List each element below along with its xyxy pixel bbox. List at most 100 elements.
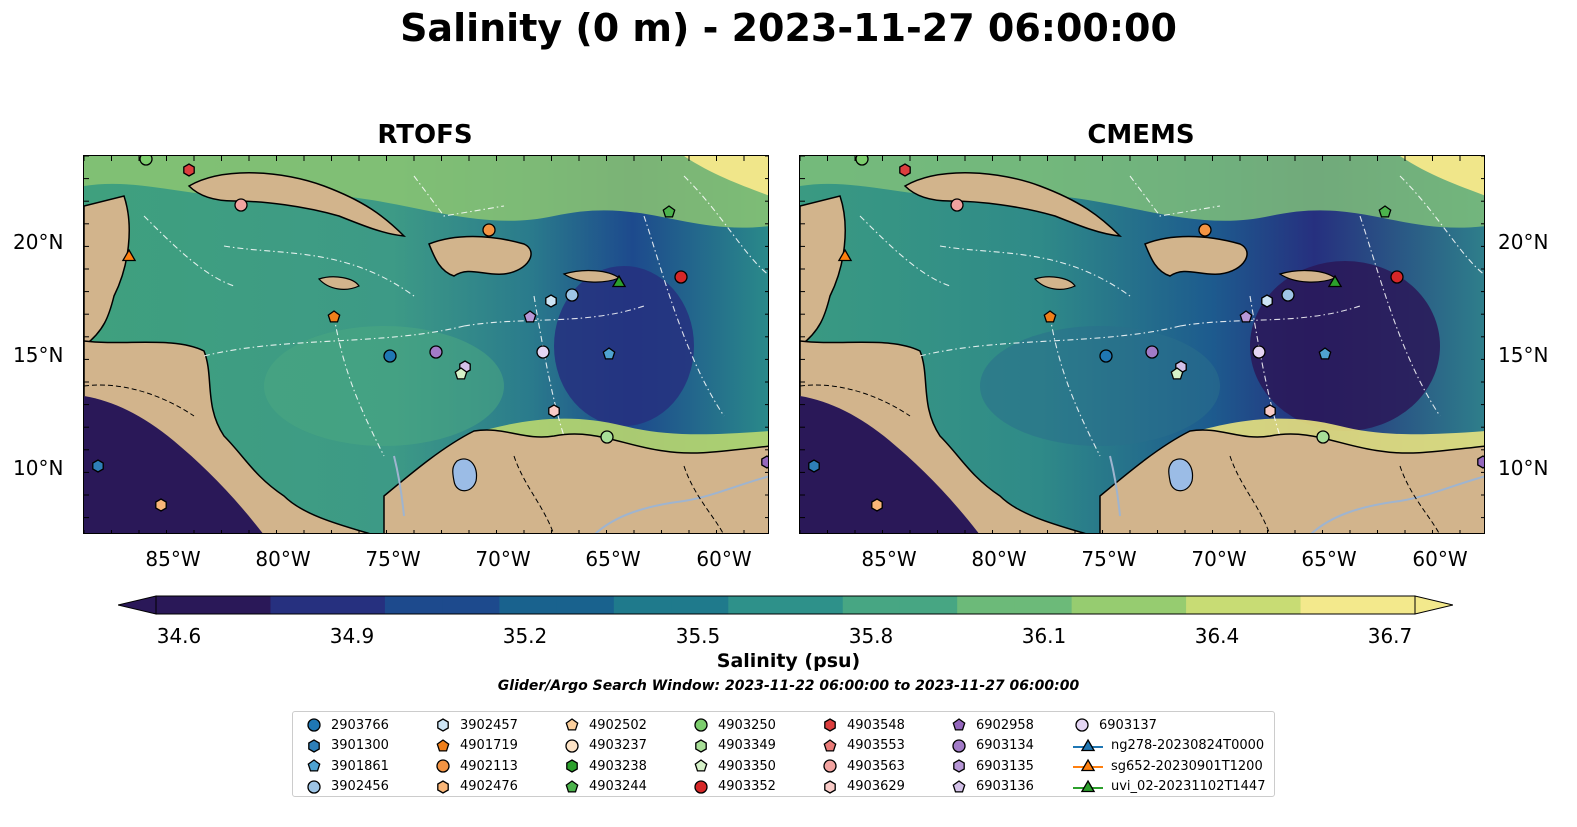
legend-marker-icon [307, 779, 321, 794]
float-marker-circle [482, 223, 496, 237]
float-marker-circle [565, 288, 579, 302]
float-marker-pentagon [307, 759, 321, 772]
float-marker-hexagon [824, 779, 836, 794]
float-marker-pentagon [436, 738, 450, 752]
float-marker-circle [565, 738, 579, 753]
legend-marker-icon [694, 779, 708, 794]
glider-marker-triangle [1327, 274, 1343, 288]
float-marker-pentagon [1378, 205, 1392, 218]
legend-marker-icon [823, 759, 837, 773]
legend-item-label: 4903238 [589, 758, 647, 774]
legend-item: 4903548 [821, 715, 905, 735]
float-marker-circle [1281, 288, 1295, 302]
float-marker-circle [1316, 430, 1330, 444]
legend-item: 2903766 [305, 715, 389, 735]
legend-item-label: 3901861 [331, 758, 389, 774]
legend-marker-icon [1073, 758, 1103, 772]
legend-item: uvi_02-20231102T1447 [1073, 777, 1265, 797]
legend-marker-icon [1073, 779, 1103, 792]
legend-marker-icon [824, 779, 836, 794]
float-marker-circle [694, 718, 708, 732]
float-marker-pentagon [1170, 367, 1184, 380]
float-marker-hexagon [1261, 294, 1273, 308]
legend-item-label: 4903629 [847, 779, 905, 794]
legend-item: 4902113 [434, 756, 518, 776]
colorbar-tick: 35.2 [502, 624, 548, 648]
legend-item-label: 4901719 [460, 738, 518, 753]
float-marker-pentagon [565, 779, 579, 793]
float-marker-pentagon [1239, 310, 1253, 323]
float-marker-pentagon [602, 347, 616, 360]
legend-box: 2903766 3901300 3901861 3902456 3902457 49017… [292, 711, 1275, 797]
legend-marker-icon [823, 738, 837, 752]
float-marker-circle [307, 718, 321, 732]
cmems-map [799, 155, 1485, 534]
colorbar-segment [842, 596, 901, 614]
colorbar-segment [384, 596, 443, 614]
float-marker-hexagon [1264, 404, 1276, 418]
legend-item: 4903350 [692, 756, 776, 776]
legend-item: 4902476 [434, 777, 518, 797]
colorbar-tick: 35.8 [848, 624, 894, 648]
float-marker-hexagon [437, 718, 449, 732]
float-marker-pentagon [1318, 347, 1332, 360]
float-marker-hexagon [953, 759, 965, 773]
float-marker-hexagon [155, 498, 167, 512]
float-marker-hexagon [92, 459, 104, 473]
float-marker-circle [234, 198, 248, 212]
float-marker-hexagon [548, 404, 560, 418]
colorbar-segment [1186, 596, 1244, 614]
panel-title-rtofs: RTOFS [377, 120, 473, 150]
south-america-landmass [383, 429, 768, 533]
legend-item: sg652-20230901T1200 [1073, 756, 1263, 776]
float-marker-circle [1145, 345, 1159, 359]
float-marker-pentagon [1043, 310, 1057, 323]
legend-item-label: 6903134 [976, 738, 1034, 753]
colorbar-segment [1357, 596, 1416, 614]
float-marker-circle [1075, 718, 1089, 732]
float-marker-pentagon [327, 310, 341, 323]
legend-item-label: 4903349 [718, 738, 776, 753]
lon-label-80w-left: 80°W [255, 547, 311, 571]
legend-item-label: 4903350 [718, 758, 776, 774]
float-marker-circle [429, 345, 443, 359]
legend-item: 4903563 [821, 756, 905, 776]
legend-marker-icon [566, 759, 578, 773]
legend-item-label: 4903548 [847, 717, 905, 733]
colorbar-segment [556, 596, 615, 614]
legend-item: 6902958 [950, 715, 1034, 735]
legend-marker-icon [437, 779, 449, 794]
glider-marker-triangle [837, 248, 853, 262]
float-marker-circle [1099, 349, 1113, 363]
glider-marker-triangle [611, 274, 627, 288]
colorbar-segment [327, 596, 386, 614]
float-marker-circle [383, 349, 397, 363]
legend-item: 6903134 [950, 736, 1034, 756]
legend-item: 4903244 [563, 777, 647, 797]
lat-label-20n-right: 20°N [1498, 230, 1549, 254]
legend-item: 4903352 [692, 777, 776, 797]
cmems-salinity-field [800, 156, 1484, 533]
pacific-ocean [84, 396, 263, 533]
float-marker-circle [694, 779, 708, 794]
colorbar-segment [156, 596, 214, 614]
colorbar-segment [499, 596, 558, 614]
lake-maracaibo [1168, 458, 1194, 492]
lat-label-15n-right: 15°N [1498, 343, 1549, 367]
float-marker-pentagon [662, 205, 676, 218]
legend-marker-icon [1073, 738, 1103, 751]
legend-marker-icon [952, 738, 966, 753]
legend-marker-icon [436, 738, 450, 752]
colorbar-tick: 34.9 [329, 624, 375, 648]
float-marker-circle [855, 156, 869, 166]
legend-marker-icon [565, 738, 579, 753]
float-marker-pentagon [694, 759, 708, 772]
float-marker-circle [950, 198, 964, 212]
colorbar-segment [899, 596, 958, 614]
jamaica-landmass [1033, 276, 1076, 290]
legend-marker-icon [565, 718, 579, 731]
legend-item: 4903237 [563, 736, 647, 756]
float-marker-circle [600, 430, 614, 444]
float-marker-circle [952, 738, 966, 753]
float-marker-pentagon [952, 779, 966, 793]
